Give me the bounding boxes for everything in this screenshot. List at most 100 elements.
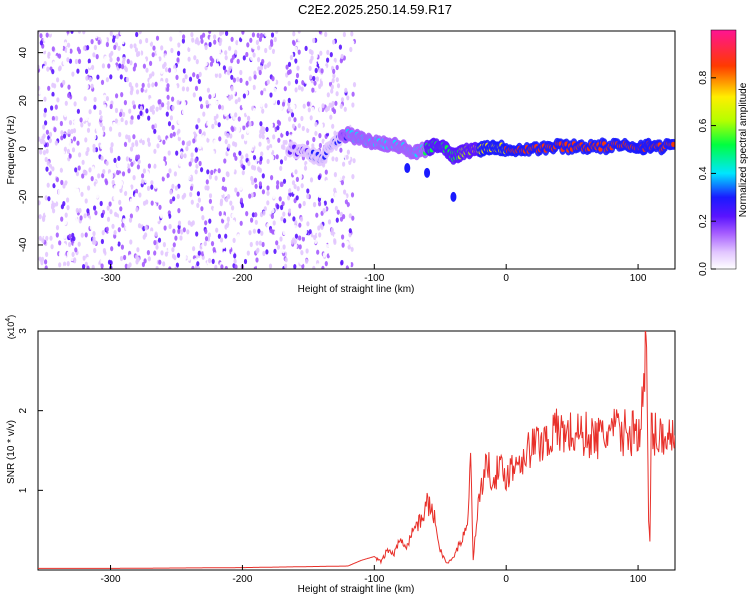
noise-mark — [109, 31, 113, 37]
noise-mark — [239, 159, 243, 165]
noise-mark — [42, 139, 46, 145]
noise-mark — [205, 100, 209, 106]
noise-mark — [243, 258, 248, 265]
noise-mark — [266, 185, 270, 191]
noise-mark — [270, 41, 274, 47]
noise-mark — [70, 128, 74, 134]
noise-mark — [237, 97, 241, 103]
noise-mark — [160, 250, 164, 256]
noise-mark — [123, 254, 127, 261]
noise-mark — [99, 221, 103, 227]
noise-mark — [322, 87, 326, 93]
noise-mark — [255, 248, 259, 254]
noise-mark — [236, 58, 240, 64]
noise-mark — [129, 153, 133, 160]
noise-mark — [231, 205, 235, 211]
noise-mark — [119, 74, 123, 80]
noise-mark — [110, 173, 114, 179]
noise-mark — [222, 243, 226, 249]
noise-mark — [109, 126, 113, 132]
noise-mark — [341, 153, 345, 159]
noise-mark — [156, 31, 160, 36]
noise-mark — [164, 148, 168, 154]
noise-mark — [77, 241, 81, 247]
noise-mark — [43, 107, 48, 113]
noise-mark — [150, 184, 154, 190]
noise-mark — [144, 232, 148, 238]
noise-mark — [175, 150, 179, 156]
noise-mark — [231, 213, 235, 219]
noise-mark — [64, 100, 68, 106]
noise-mark — [174, 185, 178, 191]
noise-mark — [160, 219, 164, 225]
noise-mark — [307, 97, 311, 103]
noise-mark — [243, 108, 247, 114]
noise-mark — [84, 261, 88, 267]
noise-mark — [159, 212, 163, 218]
noise-mark — [172, 113, 176, 119]
noise-mark — [127, 185, 131, 192]
noise-mark — [194, 39, 198, 45]
noise-mark — [77, 48, 82, 55]
noise-mark — [237, 116, 241, 122]
noise-mark — [138, 31, 142, 35]
noise-mark — [208, 94, 212, 100]
noise-mark — [198, 48, 203, 54]
noise-mark — [100, 212, 104, 218]
noise-mark — [352, 52, 356, 58]
noise-mark — [38, 85, 41, 91]
noise-mark — [82, 255, 86, 261]
noise-mark — [141, 261, 145, 268]
noise-mark — [146, 191, 150, 197]
noise-mark — [269, 92, 273, 98]
noise-mark — [164, 67, 169, 73]
noise-mark — [196, 212, 200, 218]
noise-mark — [171, 183, 175, 189]
noise-mark — [95, 54, 99, 60]
noise-mark — [174, 210, 178, 216]
noise-mark — [211, 258, 215, 264]
noise-mark — [210, 205, 215, 211]
noise-mark — [232, 89, 236, 95]
noise-mark — [47, 121, 51, 127]
noise-mark — [276, 92, 280, 98]
noise-mark — [60, 130, 64, 136]
noise-mark — [294, 233, 298, 239]
noise-mark — [294, 224, 298, 230]
noise-mark — [294, 46, 298, 52]
noise-mark — [321, 76, 325, 82]
noise-mark — [342, 161, 346, 167]
noise-mark — [291, 180, 296, 186]
noise-mark — [234, 99, 238, 105]
noise-mark — [82, 31, 86, 35]
noise-mark — [214, 68, 218, 74]
noise-mark — [206, 169, 210, 175]
noise-mark — [285, 130, 289, 137]
noise-mark — [66, 148, 70, 154]
noise-mark — [183, 254, 187, 260]
noise-mark — [127, 87, 131, 93]
noise-mark — [213, 206, 217, 212]
noise-mark — [306, 221, 310, 227]
noise-mark — [321, 103, 325, 109]
noise-mark — [81, 159, 85, 165]
noise-mark — [299, 216, 304, 222]
noise-mark — [203, 241, 207, 247]
noise-mark — [86, 256, 90, 263]
noise-mark — [225, 31, 229, 36]
noise-mark — [242, 164, 246, 171]
noise-mark — [282, 64, 286, 70]
figure-title: C2E2.2025.250.14.59.R17 — [298, 2, 452, 17]
noise-mark — [82, 45, 86, 51]
noise-mark — [122, 203, 126, 209]
noise-mark — [327, 266, 332, 269]
noise-mark — [124, 231, 129, 237]
noise-mark — [178, 261, 182, 267]
noise-mark — [187, 140, 191, 147]
noise-mark — [173, 40, 177, 46]
noise-mark — [96, 109, 100, 115]
noise-mark — [267, 138, 271, 144]
spectrogram-y-tick-label: -20 — [18, 189, 29, 204]
noise-mark — [202, 111, 206, 117]
noise-mark — [41, 135, 45, 141]
